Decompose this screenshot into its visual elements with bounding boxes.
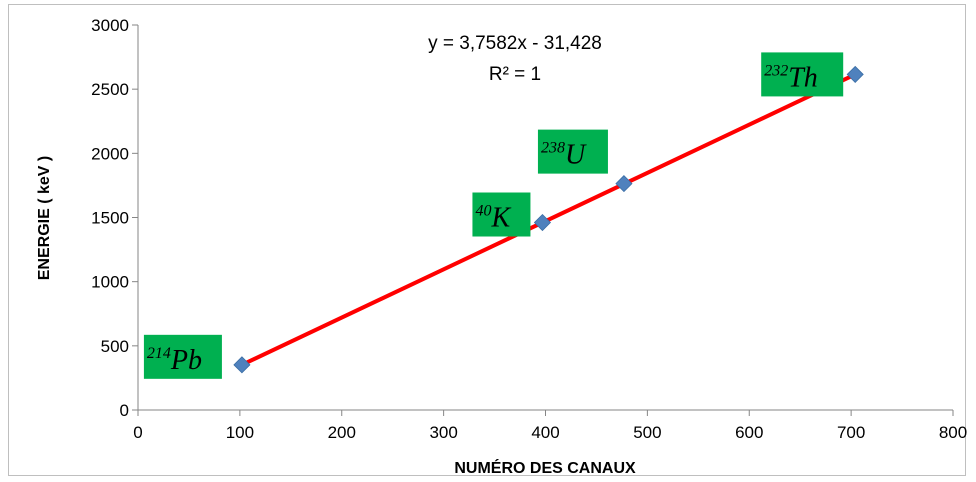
y-tick-label: 1000 bbox=[91, 273, 129, 292]
data-point-232Th bbox=[846, 65, 864, 83]
isotope-labels: 214Pb 40K 238U 232Th bbox=[143, 52, 844, 379]
y-tick-label: 3000 bbox=[91, 16, 129, 35]
isotope-label-text: 214Pb bbox=[147, 345, 202, 376]
isotope-label-text: 40K bbox=[475, 203, 511, 234]
r-squared-label: R² = 1 bbox=[489, 64, 541, 85]
isotope-label-214Pb: 214Pb bbox=[143, 334, 222, 379]
x-tick-label: 600 bbox=[735, 423, 763, 442]
label-box bbox=[143, 334, 222, 379]
isotope-label-text: 238U bbox=[541, 140, 587, 171]
x-tick-label: 400 bbox=[531, 423, 559, 442]
data-point-40K bbox=[533, 213, 552, 232]
trendline-equation: y = 3,7582x - 31,428 bbox=[428, 33, 602, 54]
data-point-238U bbox=[615, 175, 633, 193]
x-tick-label: 100 bbox=[226, 423, 254, 442]
x-tick-label: 0 bbox=[133, 423, 142, 442]
y-tick-labels: 0 500 1000 1500 2000 2500 3000 bbox=[91, 16, 129, 420]
x-tick-labels: 0 100 200 300 400 500 600 700 800 bbox=[133, 423, 967, 442]
label-box bbox=[537, 129, 608, 174]
x-tick-label: 800 bbox=[939, 423, 967, 442]
y-tick-label: 500 bbox=[101, 337, 129, 356]
data-points bbox=[233, 65, 864, 374]
label-box bbox=[761, 52, 844, 97]
isotope-label-40K: 40K bbox=[472, 192, 531, 237]
x-tick-label: 500 bbox=[633, 423, 661, 442]
y-axis-title: ENERGIE ( keV ) bbox=[36, 156, 53, 280]
axes bbox=[132, 24, 954, 416]
y-tick-label: 2500 bbox=[91, 80, 129, 99]
data-point-214Pb bbox=[233, 356, 251, 374]
x-tick-label: 200 bbox=[328, 423, 356, 442]
trendline bbox=[239, 72, 858, 367]
trendline-layer bbox=[239, 72, 858, 367]
y-tick-label: 0 bbox=[120, 401, 129, 420]
y-tick-label: 2000 bbox=[91, 144, 129, 163]
isotope-label-238U: 238U bbox=[537, 129, 608, 174]
y-tick-label: 1500 bbox=[91, 209, 129, 228]
x-axis-title: NUMÉRO DES CANAUX bbox=[454, 458, 636, 477]
x-tick-label: 300 bbox=[429, 423, 457, 442]
x-tick-label: 700 bbox=[837, 423, 865, 442]
isotope-label-232Th: 232Th bbox=[761, 52, 844, 97]
isotope-label-text: 232Th bbox=[764, 62, 818, 93]
label-box bbox=[472, 192, 531, 237]
